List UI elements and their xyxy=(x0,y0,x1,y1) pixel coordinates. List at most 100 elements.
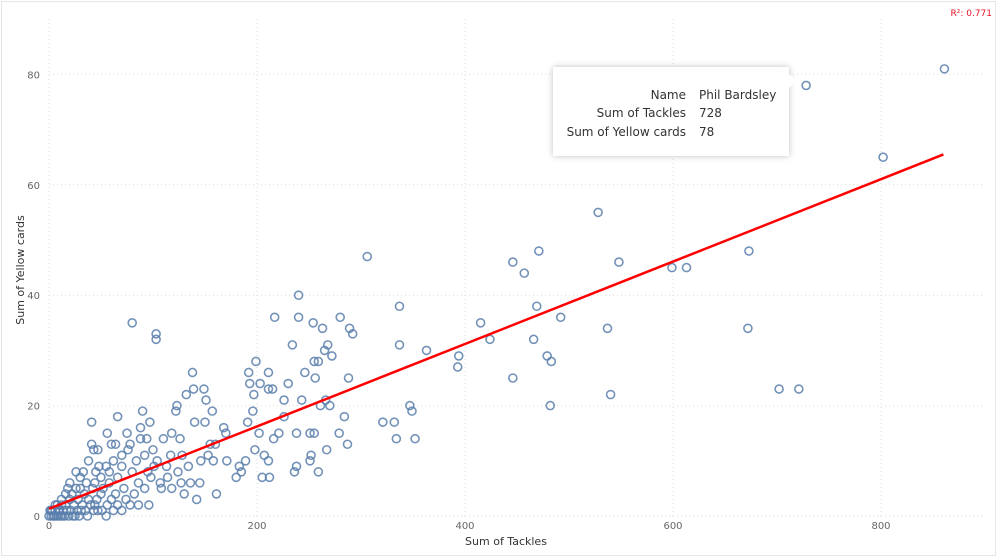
data-point[interactable] xyxy=(101,511,111,521)
data-point[interactable] xyxy=(96,472,106,483)
data-point[interactable] xyxy=(421,345,432,356)
data-point[interactable] xyxy=(342,439,353,450)
data-point[interactable] xyxy=(172,400,182,411)
data-point[interactable] xyxy=(200,417,210,427)
data-point[interactable] xyxy=(605,389,616,400)
data-point[interactable] xyxy=(287,340,298,350)
data-point[interactable] xyxy=(158,433,169,444)
data-point[interactable] xyxy=(452,362,463,372)
data-point[interactable] xyxy=(389,417,400,427)
data-point[interactable] xyxy=(291,428,302,439)
data-point[interactable] xyxy=(283,378,294,389)
data-point[interactable] xyxy=(110,439,121,450)
data-point[interactable] xyxy=(378,417,388,427)
data-point[interactable] xyxy=(268,433,279,444)
data-point[interactable] xyxy=(222,455,232,466)
data-point[interactable] xyxy=(545,400,556,411)
data-point[interactable] xyxy=(203,450,213,461)
data-point[interactable] xyxy=(162,472,173,483)
data-point[interactable] xyxy=(321,444,332,455)
data-point[interactable] xyxy=(291,461,302,472)
data-point[interactable] xyxy=(88,444,99,455)
data-point[interactable] xyxy=(133,500,144,510)
data-point[interactable] xyxy=(117,505,127,516)
data-point[interactable] xyxy=(82,511,93,521)
data-point[interactable] xyxy=(135,422,146,433)
data-point[interactable] xyxy=(211,489,222,499)
data-point[interactable] xyxy=(485,334,495,345)
data-point[interactable] xyxy=(667,262,677,273)
data-point[interactable] xyxy=(144,500,154,510)
data-point[interactable] xyxy=(410,433,420,444)
data-point[interactable] xyxy=(531,301,542,312)
data-point[interactable] xyxy=(112,500,123,510)
data-point[interactable] xyxy=(139,450,150,461)
data-point[interactable] xyxy=(362,251,373,262)
data-point[interactable] xyxy=(248,406,258,416)
data-point[interactable] xyxy=(394,340,405,350)
data-point[interactable] xyxy=(185,478,196,488)
data-point[interactable] xyxy=(602,323,613,334)
data-point[interactable] xyxy=(155,478,166,488)
data-point[interactable] xyxy=(108,505,119,516)
data-point[interactable] xyxy=(319,345,330,356)
data-point[interactable] xyxy=(122,428,132,439)
data-point[interactable] xyxy=(106,494,117,505)
data-point[interactable] xyxy=(259,450,270,461)
data-point[interactable] xyxy=(171,406,181,416)
data-point[interactable] xyxy=(334,428,344,439)
data-point[interactable] xyxy=(131,455,142,466)
data-point[interactable] xyxy=(519,268,530,278)
data-point[interactable] xyxy=(255,378,265,389)
data-point[interactable] xyxy=(279,395,289,405)
data-point[interactable] xyxy=(129,489,140,499)
data-point[interactable] xyxy=(263,455,274,466)
data-point[interactable] xyxy=(127,317,137,328)
data-point[interactable] xyxy=(347,329,358,339)
data-point[interactable] xyxy=(175,433,185,444)
data-point[interactable] xyxy=(93,444,103,455)
data-point[interactable] xyxy=(394,301,405,312)
data-point[interactable] xyxy=(166,483,177,494)
data-point[interactable] xyxy=(313,467,324,477)
data-point[interactable] xyxy=(293,312,304,323)
data-point[interactable] xyxy=(614,257,624,267)
data-point[interactable] xyxy=(102,428,113,439)
data-point[interactable] xyxy=(110,489,121,499)
data-point[interactable] xyxy=(242,417,253,427)
data-point[interactable] xyxy=(249,389,259,400)
data-point[interactable] xyxy=(133,478,144,488)
data-point[interactable] xyxy=(274,428,284,439)
data-point[interactable] xyxy=(263,384,274,394)
data-point[interactable] xyxy=(44,511,54,521)
data-point[interactable] xyxy=(135,433,146,444)
data-point[interactable] xyxy=(243,367,254,378)
data-point[interactable] xyxy=(743,323,753,334)
data-point[interactable] xyxy=(508,373,518,383)
data-point[interactable] xyxy=(681,262,692,273)
data-point[interactable] xyxy=(207,406,218,416)
data-point[interactable] xyxy=(309,356,320,367)
data-point[interactable] xyxy=(65,478,75,488)
data-point[interactable] xyxy=(121,494,131,505)
data-point[interactable] xyxy=(151,329,161,339)
data-point[interactable] xyxy=(407,406,417,416)
data-point[interactable] xyxy=(391,433,402,444)
data-point[interactable] xyxy=(62,483,73,494)
data-point[interactable] xyxy=(123,444,133,455)
data-point[interactable] xyxy=(257,472,268,483)
data-point[interactable] xyxy=(218,422,229,433)
data-point[interactable] xyxy=(83,455,94,466)
data-point[interactable] xyxy=(289,467,300,477)
data-point[interactable] xyxy=(173,467,183,477)
data-point[interactable] xyxy=(145,417,155,427)
data-point[interactable] xyxy=(119,483,129,494)
data-point[interactable] xyxy=(117,461,127,472)
data-point[interactable] xyxy=(179,489,189,499)
data-point[interactable] xyxy=(137,406,148,416)
data-point[interactable] xyxy=(76,505,87,516)
data-point[interactable] xyxy=(86,439,97,450)
data-point[interactable] xyxy=(187,367,198,378)
data-point[interactable] xyxy=(343,373,354,383)
data-point[interactable] xyxy=(96,489,106,499)
